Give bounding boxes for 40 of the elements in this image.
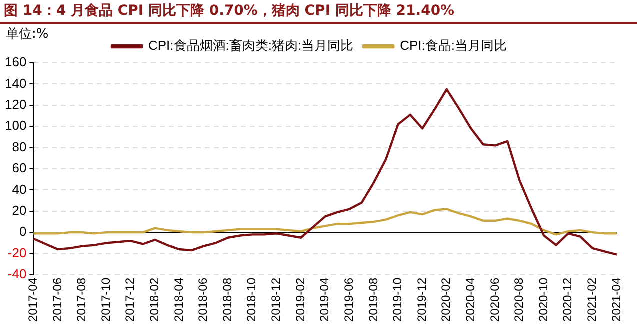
x-tick-label: 2018-10 [244, 278, 259, 322]
x-tick-label: 2020-06 [488, 278, 502, 322]
x-tick-label: 2018-08 [220, 278, 234, 322]
x-tick-label: 2018-02 [148, 278, 162, 322]
x-tick-label: 2017-12 [123, 278, 138, 322]
chart-title: 图 14：4 月食品 CPI 同比下降 0.70%，猪肉 CPI 同比下降 21.40% [4, 2, 455, 20]
x-tick-label: 2017-10 [98, 278, 113, 322]
x-tick-label: 2019-04 [318, 278, 332, 322]
y-tick-label: -20 [8, 245, 27, 260]
y-tick-label: 80 [12, 139, 27, 154]
y-axis-title: 单位:% [6, 26, 49, 42]
x-tick-label: 2020-10 [536, 278, 550, 322]
y-tick-label: 40 [12, 182, 27, 197]
x-tick-label: 2017-06 [50, 278, 64, 322]
x-tick-label: 2019-12 [414, 278, 429, 322]
x-tick-label: 2017-04 [26, 278, 40, 322]
legend-label: CPI:食品:当月同比 [400, 38, 508, 54]
x-tick-label: 2018-06 [196, 278, 210, 322]
x-tick-label: 2020-02 [439, 278, 454, 322]
y-tick-label: 160 [4, 54, 27, 70]
x-tick-label: 2020-12 [560, 278, 575, 322]
x-tick-label: 2021-02 [585, 278, 600, 322]
y-tick-label: 100 [4, 118, 27, 134]
x-tick-label: 2017-08 [74, 278, 89, 322]
x-tick-label: 2018-04 [172, 278, 186, 322]
y-tick-label: 120 [4, 96, 27, 112]
x-tick-label: 2021-04 [609, 278, 624, 322]
x-tick-label: 2020-08 [512, 278, 526, 322]
x-tick-label: 2019-08 [366, 278, 380, 322]
y-tick-label: -40 [8, 266, 27, 282]
x-tick-label: 2019-06 [342, 278, 356, 322]
y-tick-label: 0 [19, 224, 27, 240]
y-tick-label: 140 [4, 76, 27, 91]
x-tick-label: 2019-10 [390, 278, 405, 322]
x-tick-label: 2018-12 [269, 278, 284, 322]
y-tick-label: 20 [12, 202, 27, 218]
y-tick-label: 60 [12, 160, 27, 176]
x-tick-label: 2019-02 [293, 278, 308, 322]
legend-label: CPI:食品烟酒:畜肉类:猪肉:当月同比 [148, 38, 354, 54]
x-tick-label: 2020-04 [463, 278, 478, 322]
